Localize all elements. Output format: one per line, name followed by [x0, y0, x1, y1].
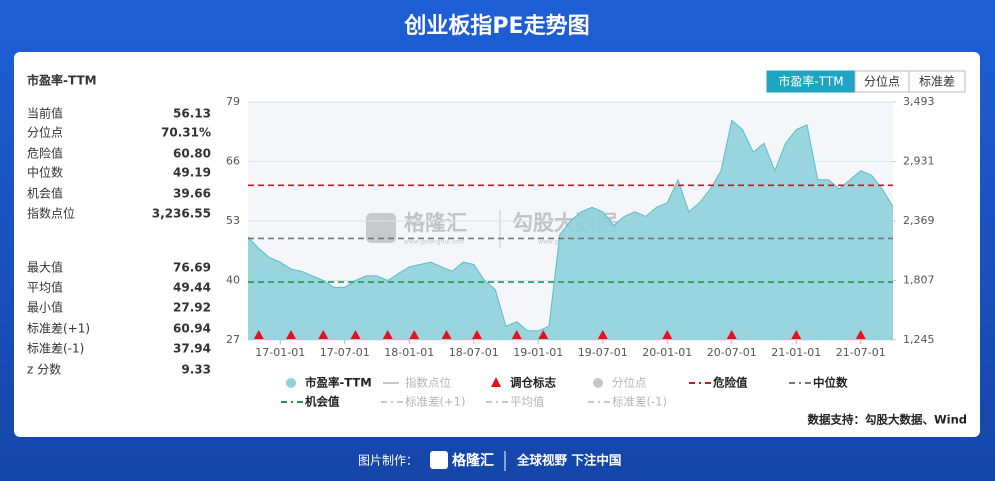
stat-value: 37.94	[173, 342, 211, 356]
rebalance-marker	[662, 330, 673, 339]
stat-label: z 分数	[27, 362, 61, 377]
footer-made-by: 图片制作：	[358, 454, 418, 468]
stat-label: 危险值	[27, 146, 63, 161]
rebalance-marker	[318, 330, 329, 339]
rebalance-marker	[726, 330, 737, 339]
stat-value: 49.44	[173, 281, 211, 295]
stat-value: 60.80	[173, 147, 211, 161]
legend-label[interactable]: 调仓标志	[510, 376, 556, 390]
stat-label: 中位数	[27, 165, 63, 180]
stat-label: 最大值	[27, 260, 63, 275]
y-tick-label: 79	[226, 95, 240, 108]
toggle-label[interactable]: 标准差	[919, 75, 955, 89]
footer-logo	[430, 451, 448, 469]
rebalance-marker	[382, 330, 393, 339]
legend-label[interactable]: 指数点位	[405, 376, 451, 390]
stat-value: 27.92	[173, 301, 211, 315]
y2-tick-label: 3,493	[903, 95, 935, 108]
y2-tick-label: 1,245	[903, 333, 935, 346]
watermark-url: www.gelonghui.com	[404, 239, 465, 246]
x-tick-label: 17-07-01	[320, 346, 370, 359]
rebalance-marker	[511, 330, 522, 339]
stat-value: 76.69	[173, 261, 211, 275]
rebalance-marker	[597, 330, 608, 339]
y-tick-label: 66	[226, 155, 240, 168]
stat-value: 9.33	[181, 363, 211, 377]
stat-value: 3,236.55	[152, 207, 211, 221]
legend-label[interactable]: 分位点	[612, 376, 647, 390]
stats-title: 市盈率-TTM	[27, 73, 97, 88]
x-tick-label: 18-01-01	[384, 346, 434, 359]
stat-value: 39.66	[173, 187, 211, 201]
footer-slogan: 全球视野 下注中国	[516, 453, 621, 468]
stat-value: 60.94	[173, 322, 211, 336]
rebalance-marker	[253, 330, 264, 339]
area-line	[247, 119, 894, 332]
watermark-brand: 格隆汇	[404, 211, 467, 235]
legend-label[interactable]: 平均值	[510, 395, 545, 409]
stat-value: 70.31%	[161, 126, 211, 140]
y-tick-label: 53	[226, 214, 240, 227]
rebalance-marker	[855, 330, 866, 339]
x-tick-label: 19-01-01	[513, 346, 563, 359]
rebalance-marker	[409, 330, 420, 339]
legend-label[interactable]: 机会值	[305, 395, 340, 409]
rebalance-marker	[286, 330, 296, 339]
rebalance-marker	[791, 330, 802, 339]
source: 数据支持：勾股大数据、Wind	[807, 413, 967, 427]
legend-marker[interactable]	[491, 377, 501, 387]
toggle-label[interactable]: 市盈率-TTM	[778, 74, 843, 89]
y-tick-label: 40	[226, 274, 240, 287]
stat-label: 平均值	[27, 280, 63, 295]
x-tick-label: 21-07-01	[836, 346, 886, 359]
y2-tick-label: 1,807	[903, 274, 935, 287]
x-tick-label: 17-01-01	[255, 346, 305, 359]
stat-label: 标准差(-1)	[27, 342, 84, 356]
x-tick-label: 18-07-01	[449, 346, 499, 359]
legend-marker[interactable]	[286, 378, 296, 388]
y2-tick-label: 2,931	[903, 155, 935, 168]
stat-label: 机会值	[27, 186, 63, 201]
area	[248, 120, 893, 340]
legend-label[interactable]: 标准差(-1)	[612, 395, 667, 409]
footer-brand: 格隆汇	[452, 452, 494, 469]
toggle-button[interactable]	[908, 70, 966, 93]
stat-value: 49.19	[173, 166, 211, 180]
legend-label[interactable]: 标准差(+1)	[405, 395, 465, 409]
stat-label: 标准差(+1)	[27, 322, 90, 336]
y-tick-label: 27	[226, 333, 240, 346]
rebalance-marker	[441, 330, 452, 339]
legend-marker[interactable]	[593, 378, 603, 388]
y2-tick-label: 2,369	[903, 214, 935, 227]
rebalance-marker	[471, 330, 482, 339]
x-tick-label: 20-07-01	[707, 346, 757, 359]
stat-label: 当前值	[27, 106, 63, 121]
toggle-label[interactable]: 分位点	[864, 74, 900, 89]
legend-label[interactable]: 危险值	[712, 376, 748, 390]
stat-value: 56.13	[173, 107, 211, 121]
stat-label: 最小值	[27, 300, 63, 315]
x-tick-label: 21-01-01	[771, 346, 821, 359]
title: 创业板指PE走势图	[403, 13, 589, 39]
stat-label: 指数点位	[27, 206, 75, 221]
rebalance-marker	[350, 330, 361, 339]
x-tick-label: 20-01-01	[642, 346, 692, 359]
legend-label[interactable]: 中位数	[813, 376, 848, 390]
legend-label[interactable]: 市盈率-TTM	[305, 376, 372, 390]
x-tick-label: 19-07-01	[578, 346, 628, 359]
rebalance-marker	[538, 330, 549, 339]
stat-label: 分位点	[27, 125, 63, 140]
